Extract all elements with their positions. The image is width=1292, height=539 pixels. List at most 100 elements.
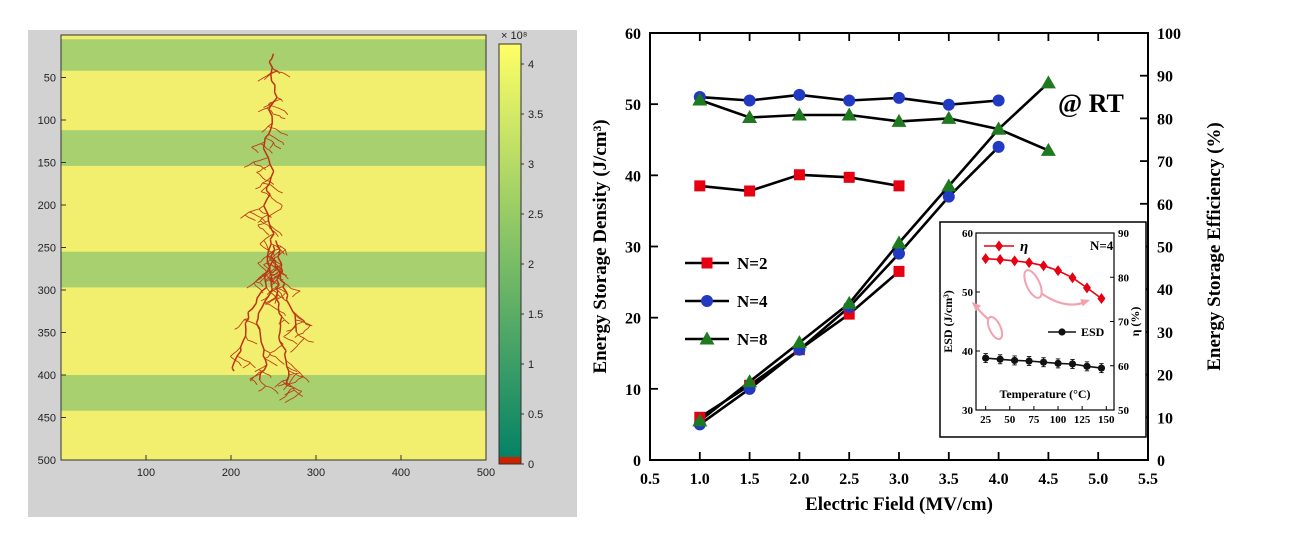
simulation-panel: 100 200 300 400 500 50 100 150 200 250 300 350 400 45… (28, 30, 577, 517)
x-tick-label: 0.5 (640, 471, 660, 488)
sim-y-tick-label: 100 (38, 115, 56, 127)
triangle-marker (841, 107, 857, 121)
triangle-marker (941, 110, 957, 124)
triangle-marker (891, 235, 907, 249)
inset-left-axis-title: ESD (J/cm³) (941, 290, 955, 353)
inset-esd-legend-label: ESD (1081, 325, 1105, 339)
x-axis-title: Electric Field (MV/cm) (805, 494, 993, 515)
x-tick-label: 2.5 (839, 471, 859, 488)
series-line (698, 81, 1050, 422)
colorbar (499, 44, 521, 464)
square-marker (893, 180, 905, 192)
sim-y-tick-label: 300 (38, 285, 56, 297)
inset-eta-legend-label: η (1020, 239, 1028, 255)
right-y-tick-label: 30 (1157, 325, 1173, 342)
series-line (699, 98, 1049, 152)
colorbar-tick-label: 0 (528, 459, 534, 471)
diamond-marker (1010, 255, 1019, 267)
diamond-marker (1068, 272, 1077, 284)
sim-x-tick-label: 400 (392, 467, 410, 479)
x-tick-label: 4.0 (989, 471, 1009, 488)
square-marker (843, 308, 855, 320)
colorbar-tick-label: 0.5 (528, 409, 543, 421)
rt-annotation: @ RT (1058, 89, 1124, 118)
inset-right-tick-label: 60 (1118, 361, 1130, 373)
diamond-marker (1082, 282, 1091, 294)
legend: N=2 N=4 N=8 (685, 254, 768, 349)
triangle-marker (1040, 75, 1056, 89)
circle-marker (942, 98, 955, 111)
inset-right-tick-label: 70 (1118, 317, 1130, 329)
right-y-axis-title: Energy Storage Efficiency (%) (1204, 122, 1225, 371)
triangle-marker (692, 92, 708, 106)
circle-marker (1083, 362, 1091, 370)
inset-right-axis-title: η (%) (1128, 307, 1142, 337)
right-y-tick-label: 100 (1157, 26, 1181, 43)
square-marker (744, 185, 756, 197)
circle-marker (793, 88, 806, 101)
circle-marker (992, 140, 1005, 153)
inset-left-tick-label: 30 (962, 405, 974, 417)
breakdown-tree (230, 53, 314, 403)
tree-main-branches (231, 53, 298, 386)
inset-n-label: N=4 (1090, 238, 1114, 253)
simulation-figure: 100 200 300 400 5005010015020025030035040045… (38, 30, 544, 479)
right-y-tick-label: 0 (1157, 453, 1165, 470)
circle-marker (743, 94, 756, 107)
sim-y-tick-label: 500 (38, 455, 56, 467)
inset-left-tick-label: 60 (962, 228, 974, 240)
left-y-tick-label: 20 (625, 311, 641, 328)
arrow-head (972, 302, 982, 312)
x-tick-label: 3.5 (939, 471, 959, 488)
circle-marker (942, 190, 955, 203)
right-y-tick-label: 50 (1157, 240, 1173, 257)
esd-efficiency-chart: 0.5 1.0 1.5 2.0 2.5 3.0 3.5 4.0 4.5 5.0 5.50102030… (590, 26, 1225, 515)
right-y-tick-label: 60 (1157, 197, 1173, 214)
inset-right-tick-label: 50 (1118, 405, 1130, 417)
colorbar-tick-label: 3.5 (528, 109, 543, 121)
sim-y-tick-label: 50 (44, 73, 56, 85)
circle-marker (1011, 356, 1019, 365)
sim-y-tick-label: 400 (38, 370, 56, 382)
circle-marker (982, 354, 990, 362)
circle-marker (701, 295, 713, 307)
diamond-marker (1054, 265, 1063, 277)
square-marker (843, 171, 855, 183)
inset-x-tick-label: 75 (1028, 414, 1040, 426)
triangle-marker (1040, 142, 1056, 156)
right-y-tick-label: 40 (1157, 282, 1173, 299)
diamond-marker (996, 254, 1005, 266)
esd-chart-panel: 0.5 1.0 1.5 2.0 2.5 3.0 3.5 4.0 4.5 5.0 5.5 0 10 20 30… (590, 0, 1292, 539)
diamond-marker (1025, 257, 1034, 269)
x-tick-label: 5.0 (1088, 471, 1108, 488)
inset-right-tick-label: 90 (1118, 228, 1130, 240)
x-tick-label: 5.5 (1138, 471, 1158, 488)
triangle-marker (692, 413, 708, 427)
esd-axis-indicator-ellipse (986, 315, 1004, 341)
legend-label: N=4 (737, 292, 768, 311)
right-y-tick-label: 90 (1157, 69, 1173, 86)
circle-marker (1068, 360, 1077, 368)
sim-y-tick-label: 450 (38, 413, 56, 425)
triangle-marker (791, 335, 807, 349)
circle-marker (1058, 328, 1066, 336)
diamond-marker (995, 240, 1003, 252)
circle-marker (893, 247, 905, 260)
arrow-head (1080, 299, 1090, 307)
legend-label: N=2 (737, 254, 767, 273)
left-y-tick-label: 40 (625, 168, 641, 185)
x-tick-label: 2.0 (789, 471, 809, 488)
left-y-tick-label: 30 (625, 240, 641, 257)
colorbar-exponent-label: × 10⁸ (501, 30, 527, 42)
inset-x-tick-label: 25 (980, 414, 992, 426)
inset-x-tick-label: 125 (1074, 414, 1091, 426)
colorbar-tick-label: 1.5 (528, 309, 543, 321)
circle-marker (893, 91, 905, 104)
left-y-tick-label: 10 (625, 382, 641, 399)
legend-label: N=8 (737, 330, 767, 349)
sim-y-tick-label: 200 (38, 200, 56, 212)
colorbar-tick-label: 2.5 (528, 209, 543, 221)
colorbar-tick-label: 1 (528, 359, 534, 371)
circle-marker (843, 94, 856, 107)
inset-chart: 25 50 75 100 125 150 30 40 50 60 50 60 70 80 90 Tempera… (939, 221, 1147, 438)
